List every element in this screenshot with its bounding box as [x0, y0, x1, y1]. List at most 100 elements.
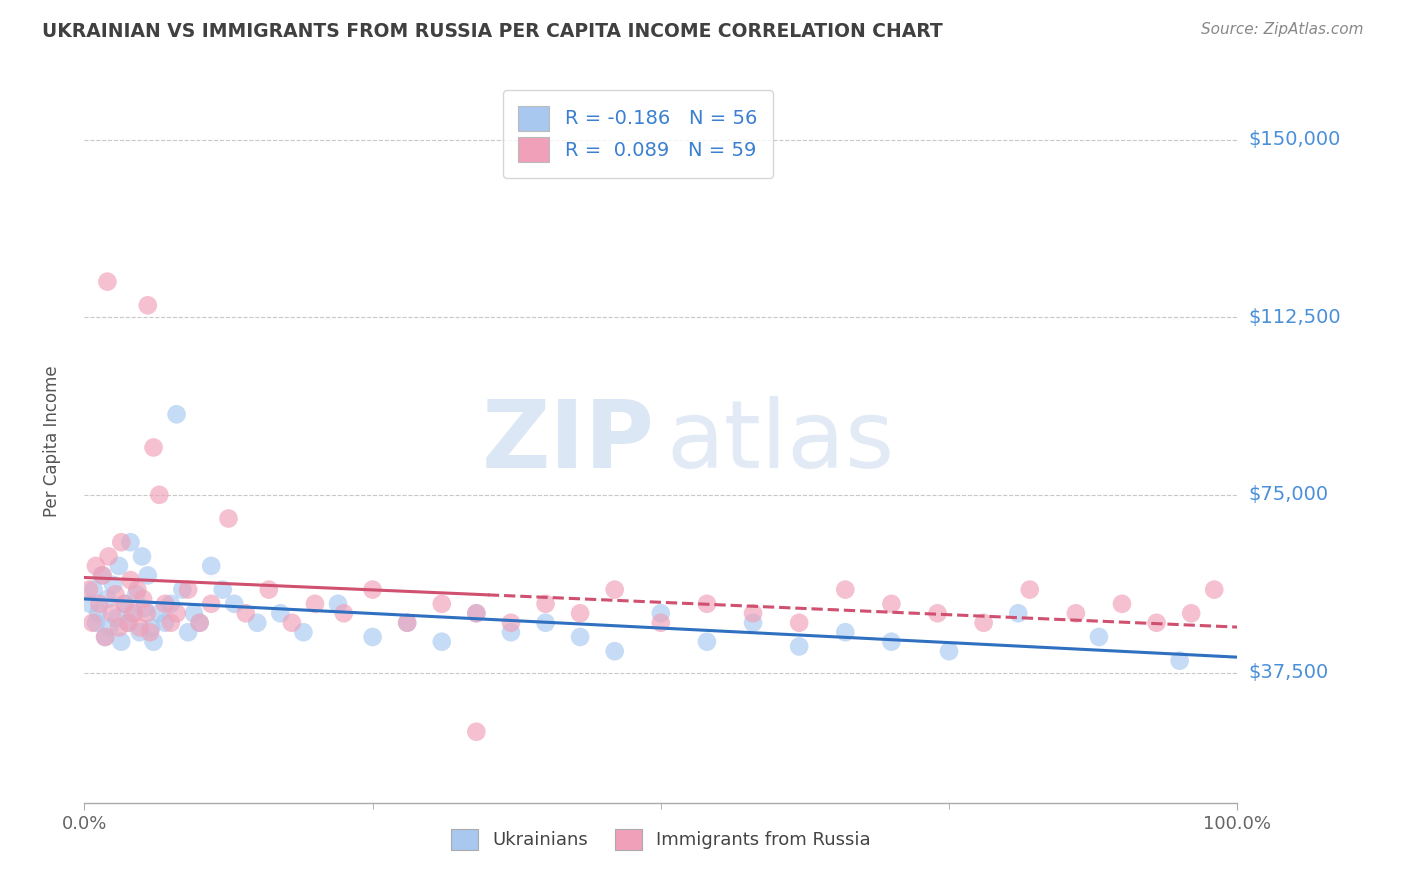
Point: [117, 615, 139, 630]
Point: [172, 582, 194, 597]
Point: [1007, 607, 1029, 621]
Point: [304, 597, 326, 611]
Point: [534, 597, 557, 611]
Point: [742, 607, 765, 621]
Point: [569, 607, 592, 621]
Point: [880, 597, 903, 611]
Text: Source: ZipAtlas.com: Source: ZipAtlas.com: [1201, 22, 1364, 37]
Point: [128, 620, 150, 634]
Point: [84, 615, 107, 630]
Point: [396, 615, 419, 630]
Point: [880, 634, 903, 648]
Point: [142, 441, 165, 455]
Text: ZIP: ZIP: [482, 395, 655, 488]
Point: [90, 568, 112, 582]
Point: [787, 615, 810, 630]
Point: [1111, 597, 1133, 611]
Point: [141, 620, 163, 634]
Point: [269, 607, 291, 621]
Point: [292, 625, 315, 640]
Point: [101, 607, 124, 621]
Point: [105, 611, 128, 625]
Point: [160, 597, 183, 611]
Point: [104, 587, 127, 601]
Point: [97, 549, 120, 564]
Point: [110, 535, 132, 549]
Point: [834, 582, 856, 597]
Point: [361, 582, 384, 597]
Point: [1168, 654, 1191, 668]
Point: [84, 558, 107, 573]
Point: [83, 582, 105, 597]
Point: [499, 615, 522, 630]
Point: [117, 615, 139, 630]
Point: [125, 587, 148, 601]
Point: [98, 620, 121, 634]
Point: [188, 615, 211, 630]
Point: [87, 607, 110, 621]
Point: [1146, 615, 1168, 630]
Point: [183, 607, 205, 621]
Point: [177, 582, 200, 597]
Text: $75,000: $75,000: [1249, 485, 1329, 504]
Point: [166, 607, 188, 621]
Point: [94, 630, 117, 644]
Point: [148, 488, 170, 502]
Point: [834, 625, 856, 640]
Point: [534, 615, 557, 630]
Point: [1204, 582, 1226, 597]
Point: [82, 615, 104, 630]
Point: [224, 597, 246, 611]
Point: [188, 615, 211, 630]
Point: [742, 615, 765, 630]
Point: [603, 644, 626, 658]
Point: [120, 573, 142, 587]
Point: [77, 582, 100, 597]
Point: [96, 592, 118, 607]
Point: [114, 597, 136, 611]
Point: [200, 597, 222, 611]
Legend: Ukrainians, Immigrants from Russia: Ukrainians, Immigrants from Russia: [441, 820, 880, 859]
Point: [1064, 607, 1087, 621]
Point: [430, 634, 453, 648]
Point: [246, 615, 269, 630]
Point: [1088, 630, 1111, 644]
Point: [160, 615, 183, 630]
Point: [131, 549, 153, 564]
Point: [91, 568, 114, 582]
Point: [122, 607, 145, 621]
Point: [603, 582, 626, 597]
Point: [153, 597, 176, 611]
Point: [235, 607, 257, 621]
Point: [696, 597, 718, 611]
Point: [1180, 607, 1202, 621]
Point: [927, 607, 949, 621]
Point: [1018, 582, 1040, 597]
Y-axis label: Per Capita Income: Per Capita Income: [42, 366, 60, 517]
Point: [134, 601, 156, 615]
Point: [696, 634, 718, 648]
Point: [136, 568, 159, 582]
Point: [96, 275, 118, 289]
Point: [148, 607, 170, 621]
Point: [281, 615, 304, 630]
Point: [361, 630, 384, 644]
Point: [114, 597, 136, 611]
Point: [200, 558, 222, 573]
Point: [120, 535, 142, 549]
Point: [135, 607, 157, 621]
Point: [110, 634, 132, 648]
Point: [94, 630, 117, 644]
Text: $150,000: $150,000: [1249, 130, 1341, 149]
Point: [136, 298, 159, 312]
Point: [257, 582, 280, 597]
Point: [108, 620, 131, 634]
Point: [121, 607, 143, 621]
Point: [938, 644, 960, 658]
Point: [333, 607, 356, 621]
Point: [139, 625, 162, 640]
Point: [89, 597, 111, 611]
Text: $37,500: $37,500: [1249, 663, 1329, 682]
Point: [326, 597, 349, 611]
Point: [650, 607, 672, 621]
